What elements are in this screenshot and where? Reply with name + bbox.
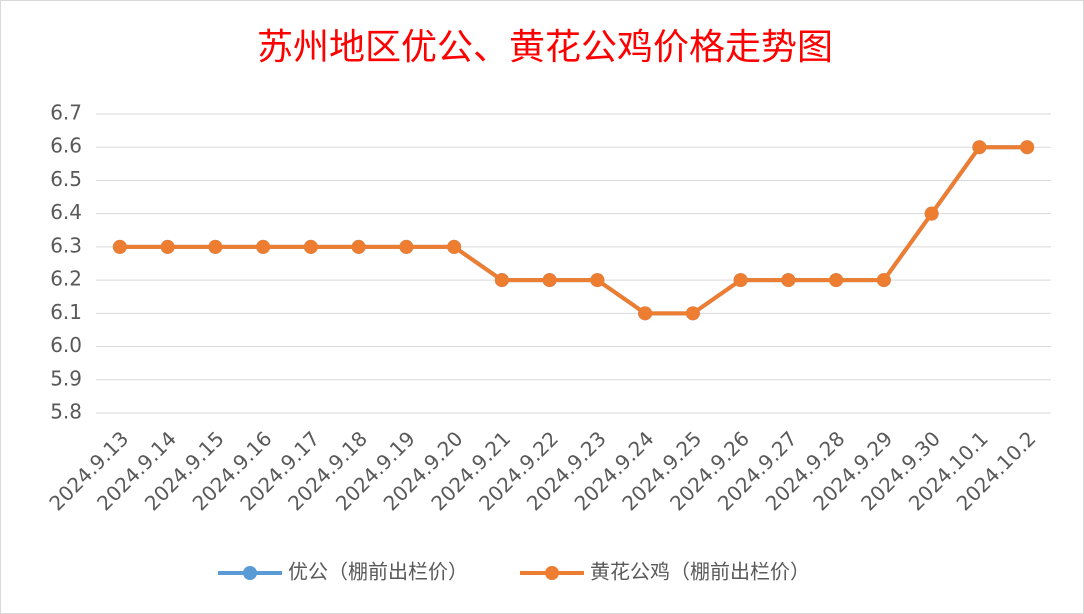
y-tick-label: 5.9: [50, 366, 82, 390]
point: [542, 273, 557, 288]
point: [876, 273, 891, 288]
point: [829, 273, 844, 288]
y-tick-label: 6.1: [50, 300, 82, 324]
point: [447, 239, 462, 254]
y-tick-label: 6.4: [50, 200, 82, 224]
series-line: [119, 145, 1028, 316]
point: [1020, 140, 1035, 155]
point: [972, 140, 987, 155]
point: [590, 273, 605, 288]
point: [494, 273, 509, 288]
y-tick-label: 6.3: [50, 233, 82, 257]
legend-label: 优公（棚前出栏价）: [288, 560, 468, 584]
chart-title: 苏州地区优公、黄花公鸡价格走势图: [257, 27, 833, 68]
point: [351, 239, 366, 254]
point: [638, 306, 653, 321]
point: [399, 239, 414, 254]
point: [733, 273, 748, 288]
point: [256, 239, 271, 254]
y-tick-label: 6.5: [50, 167, 82, 191]
legend-marker: [545, 566, 559, 580]
point: [160, 239, 175, 254]
point: [924, 206, 939, 221]
y-tick-label: 5.8: [50, 400, 82, 424]
y-tick-label: 6.2: [50, 267, 82, 291]
point: [685, 306, 700, 321]
point: [303, 239, 318, 254]
y-tick-label: 6.6: [50, 134, 82, 158]
point: [781, 273, 796, 288]
point: [208, 239, 223, 254]
y-tick-label: 6.0: [50, 333, 82, 357]
legend-label: 黄花公鸡（棚前出栏价）: [590, 560, 810, 584]
legend-marker: [243, 566, 257, 580]
point: [112, 239, 127, 254]
y-tick-label: 6.7: [50, 101, 82, 125]
